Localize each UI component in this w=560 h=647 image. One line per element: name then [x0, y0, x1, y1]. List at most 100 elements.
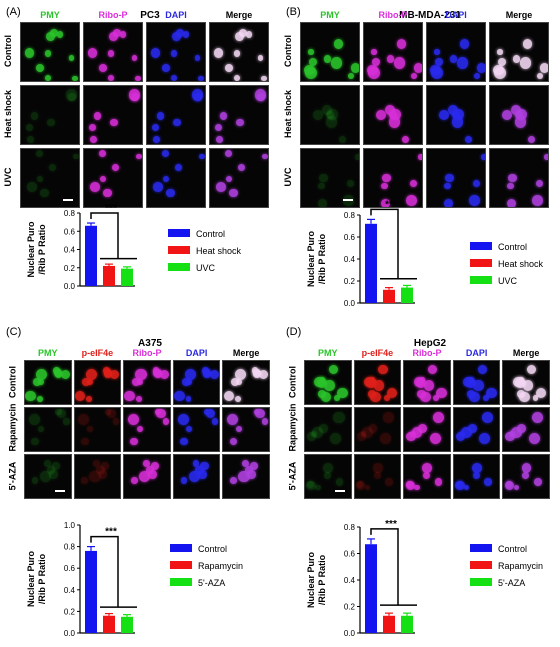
cell-spot [319, 424, 328, 434]
bar-chart: Nuclear Puro/Rib P Ratio 0.0 0.2 0.4 0.6 0.8 *… [26, 203, 137, 291]
cell-spot [497, 49, 503, 55]
cell-spot [328, 364, 339, 374]
cell-spot [60, 370, 70, 380]
cell-spot [517, 424, 527, 434]
legend-label: Control [498, 544, 527, 554]
cell-spot [451, 110, 460, 119]
cell-spot [456, 57, 469, 70]
cell-spot [65, 89, 78, 101]
cell-spot [89, 124, 97, 132]
cell-spot [451, 116, 464, 128]
bar [103, 265, 115, 286]
cell-spot [177, 413, 189, 426]
micrograph-tile [426, 148, 486, 208]
cell-spot [469, 195, 480, 206]
cell-spot [195, 466, 204, 475]
cell-spot [371, 49, 377, 55]
cell-spot [350, 63, 359, 74]
cell-spot [165, 188, 175, 198]
cell-spot [213, 48, 224, 58]
cell-spot [330, 432, 342, 444]
cell-spot [401, 136, 409, 144]
cell-spot [30, 111, 39, 120]
cell-spot [27, 181, 37, 192]
cell-spot [96, 466, 105, 475]
channel-header: p-eIF4e [81, 348, 114, 358]
cell-spot [382, 412, 395, 424]
micrograph-tile [20, 85, 80, 145]
legend-swatch [470, 561, 492, 569]
cell-spot [379, 432, 391, 444]
cell-spot [171, 74, 177, 81]
y-tick-label: 0.2 [344, 603, 356, 612]
micrograph-tile [300, 85, 360, 145]
cell-spot [360, 431, 367, 438]
cell-spot [473, 380, 484, 391]
cell-spot [414, 484, 420, 491]
cell-spot [423, 472, 431, 480]
cell-spot [234, 31, 244, 41]
cell-spot [180, 477, 188, 485]
cell-spot [227, 413, 239, 426]
micrograph-tile [489, 148, 549, 208]
row-label: Rapamycin [7, 402, 17, 451]
cell-spot [443, 182, 451, 190]
channel-header: Merge [232, 348, 260, 358]
micrograph-tile [123, 360, 171, 405]
micrograph-tile [304, 407, 352, 452]
panel-title: MB-MDA-231 [399, 10, 461, 21]
cell-spot [255, 408, 265, 419]
y-tick-label: 0.0 [64, 629, 76, 638]
cell-spot [455, 431, 466, 442]
cell-spot [101, 461, 110, 470]
cell-spot [235, 396, 241, 403]
cell-spot [110, 370, 120, 380]
channel-header: DAPI [165, 10, 187, 20]
cell-spot [261, 76, 267, 81]
channel-header: Ribo-P [378, 10, 408, 20]
cell-spot [85, 369, 97, 381]
cell-spot [326, 108, 339, 120]
cell-spot [335, 478, 344, 487]
cell-spot [135, 369, 147, 381]
cell-spot [464, 136, 472, 144]
cell-spot [161, 150, 169, 158]
cell-spot [185, 396, 192, 403]
micrograph-tile [146, 148, 206, 208]
cell-spot [320, 391, 332, 403]
cell-spot [386, 55, 395, 63]
cell-spot [153, 181, 163, 192]
cell-spot [308, 57, 318, 66]
cell-spot [504, 480, 515, 491]
legend-swatch [470, 578, 492, 586]
cell-spot [87, 48, 98, 58]
cell-spot [447, 104, 459, 115]
cell-spot [494, 66, 507, 79]
cell-spot [386, 387, 398, 399]
cell-spot [230, 477, 237, 485]
micrograph-tile [363, 85, 423, 145]
y-tick-label: 1.0 [64, 521, 76, 530]
cell-spot [368, 66, 381, 79]
y-axis-label: Nuclear Puro/Rib P Ratio [26, 550, 47, 607]
y-tick-label: 0.8 [64, 543, 76, 552]
channel-header: PMY [38, 348, 58, 358]
micrograph-tile [24, 454, 72, 499]
channel-header: PMY [320, 10, 340, 20]
bar [85, 225, 97, 286]
legend-label: Heat shock [196, 246, 242, 256]
cell-spot [74, 390, 86, 402]
cell-spot [31, 437, 39, 446]
cell-spot [434, 49, 440, 55]
significance-bracket [90, 212, 119, 259]
cell-spot [112, 418, 120, 425]
cell-spot [527, 364, 537, 374]
micrograph-tile [304, 454, 352, 499]
row-label: Heat shock [3, 89, 13, 139]
row-label: Control [3, 35, 13, 67]
legend-swatch [168, 229, 190, 237]
row-label: Control [287, 365, 297, 398]
y-axis-label: Nuclear Puro/Rib P Ratio [306, 230, 327, 287]
cell-spot [396, 39, 406, 49]
cell-spot [482, 395, 489, 402]
